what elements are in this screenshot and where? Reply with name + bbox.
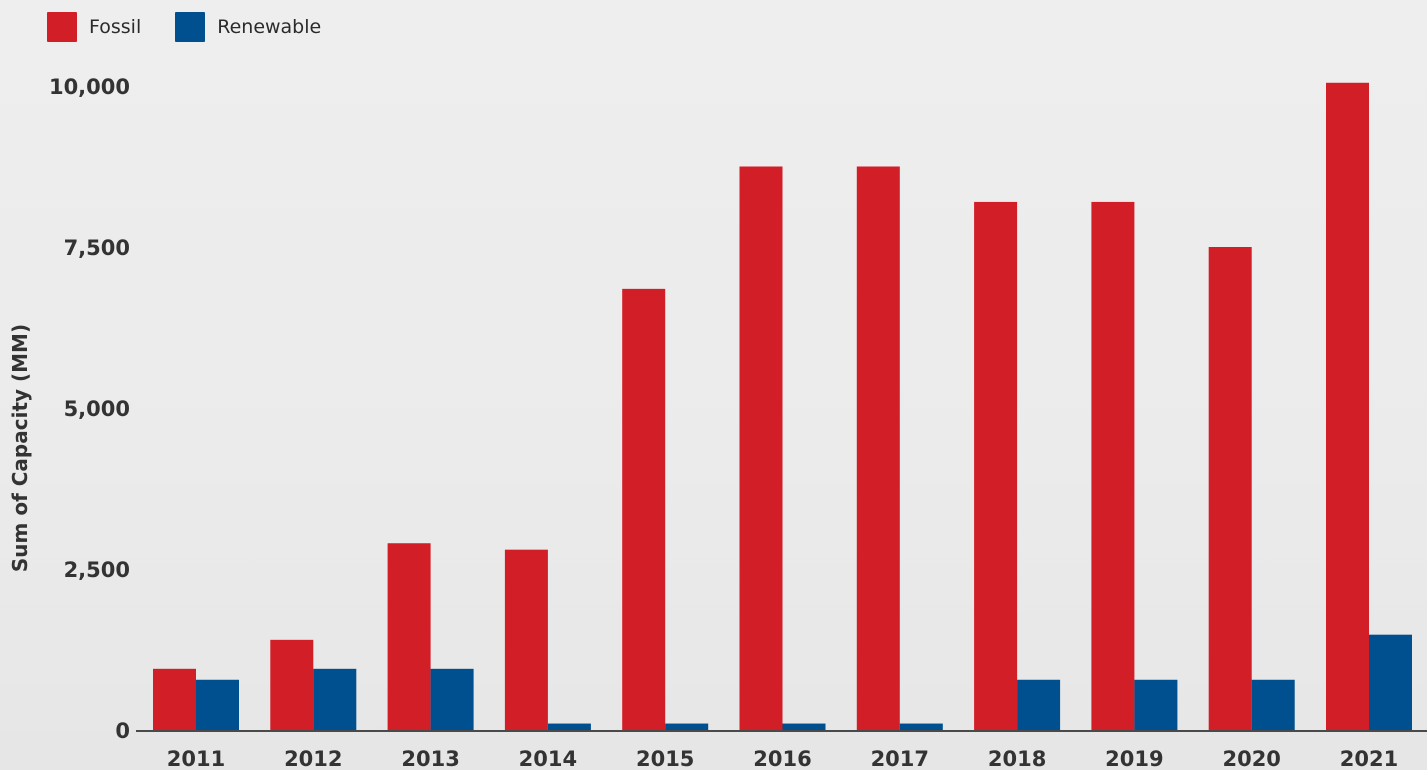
bar-fossil-2011 <box>153 668 196 730</box>
x-tick-label: 2019 <box>1105 747 1163 770</box>
legend-swatch-fossil <box>47 12 77 42</box>
y-tick-label: 2,500 <box>64 558 130 582</box>
bar-renewable-2020 <box>1251 679 1295 730</box>
x-tick-label: 2014 <box>519 747 577 770</box>
bar-fossil-2012 <box>270 639 314 730</box>
legend-label-renewable: Renewable <box>217 16 322 38</box>
y-tick-label: 5,000 <box>64 397 130 421</box>
bar-fossil-2019 <box>1091 201 1135 731</box>
y-tick-label: 10,000 <box>49 75 130 99</box>
bar-fossil-2014 <box>504 549 548 730</box>
legend-swatch-renewable <box>175 12 206 42</box>
y-tick-label: 7,500 <box>64 236 130 260</box>
bar-renewable-2019 <box>1134 679 1178 730</box>
bar-fossil-2016 <box>739 166 783 730</box>
bar-renewable-2015 <box>665 723 709 730</box>
x-tick-label: 2020 <box>1222 747 1280 770</box>
bar-fossil-2013 <box>387 543 431 730</box>
bar-renewable-2017 <box>899 723 943 730</box>
legend: Fossil Renewable <box>47 12 355 42</box>
bar-renewable-2016 <box>782 723 826 730</box>
x-tick-label: 2013 <box>401 747 459 770</box>
legend-item-fossil: Fossil <box>47 12 141 42</box>
bar-renewable-2012 <box>313 668 357 730</box>
x-tick-label: 2015 <box>636 747 694 770</box>
bar-renewable-2021 <box>1369 634 1412 730</box>
bar-fossil-2015 <box>622 288 666 730</box>
x-tick-label: 2018 <box>988 747 1046 770</box>
legend-label-fossil: Fossil <box>89 16 142 38</box>
x-tick-label: 2021 <box>1340 747 1398 770</box>
bar-fossil-2017 <box>856 166 900 730</box>
bar-fossil-2020 <box>1208 247 1252 730</box>
bar-renewable-2011 <box>196 679 239 730</box>
x-tick-label: 2011 <box>167 747 225 770</box>
bar-fossil-2021 <box>1326 82 1369 730</box>
y-tick-label: 0 <box>115 719 130 743</box>
bar-renewable-2018 <box>1017 679 1061 730</box>
bar-fossil-2018 <box>974 201 1018 731</box>
bar-renewable-2014 <box>547 723 591 730</box>
x-tick-label: 2017 <box>871 747 929 770</box>
x-tick-label: 2012 <box>284 747 342 770</box>
x-tick-label: 2016 <box>753 747 811 770</box>
bar-renewable-2013 <box>430 668 474 730</box>
legend-item-renewable: Renewable <box>175 12 321 42</box>
